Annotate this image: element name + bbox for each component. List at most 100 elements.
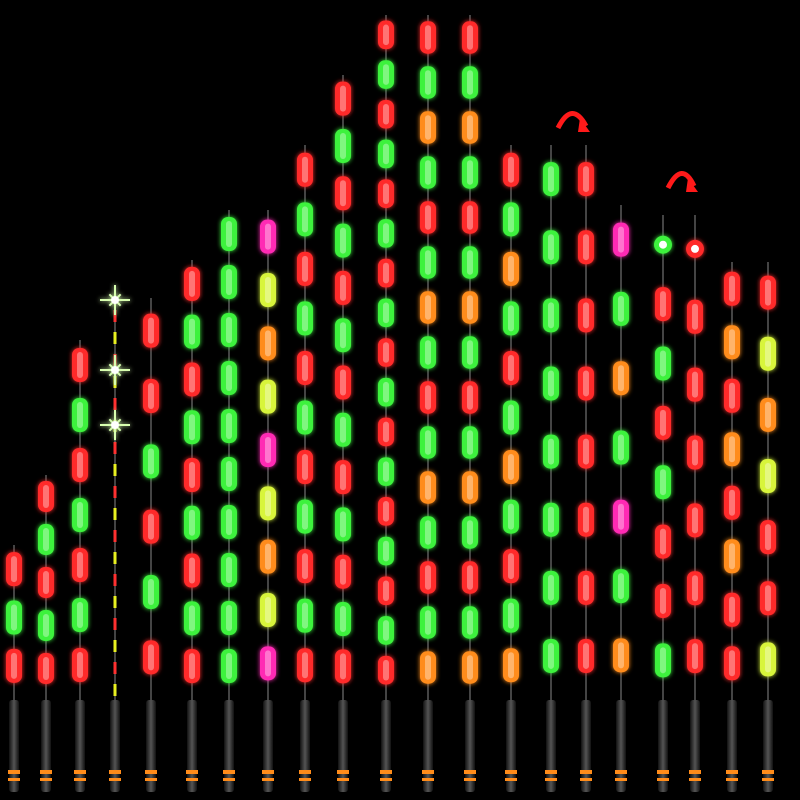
- float-highlight: [425, 160, 431, 185]
- float-highlight: [660, 409, 666, 436]
- float-segment: [578, 434, 594, 469]
- float-segment: [260, 486, 276, 521]
- float-segment: [72, 498, 88, 532]
- float-segment: [503, 450, 519, 485]
- float-highlight: [508, 454, 514, 481]
- float-segment: [420, 111, 436, 144]
- arrow-head: [686, 178, 698, 192]
- float-segment: [297, 251, 313, 286]
- float-highlight: [383, 262, 389, 284]
- float-segment: [503, 202, 519, 237]
- float-segment: [462, 381, 478, 414]
- handle-ring: [580, 770, 592, 774]
- float-segment: [378, 576, 394, 606]
- float-segment: [378, 457, 394, 486]
- float-highlight: [765, 524, 771, 551]
- float-segment: [543, 162, 559, 197]
- float-segment: [760, 642, 776, 677]
- float-segment: [420, 516, 436, 549]
- handle-ring: [422, 778, 434, 781]
- float-segment: [335, 176, 351, 211]
- float-highlight: [265, 330, 271, 357]
- float-highlight: [148, 317, 154, 344]
- handle-ring: [762, 770, 774, 774]
- float-segment: [260, 539, 276, 574]
- float-highlight: [77, 502, 83, 528]
- float-segment: [72, 398, 88, 432]
- float-segment: [655, 346, 671, 381]
- float-segment: [724, 539, 740, 574]
- float-highlight: [226, 509, 232, 535]
- float-highlight: [383, 620, 389, 641]
- float-segment: [503, 400, 519, 435]
- handle: [381, 700, 391, 792]
- float-highlight: [660, 587, 666, 614]
- float-highlight: [302, 652, 308, 679]
- float-segment: [760, 459, 776, 493]
- float-highlight: [302, 602, 308, 629]
- handle-ring: [762, 778, 774, 781]
- float-segment: [184, 410, 200, 445]
- float-segment: [297, 648, 313, 683]
- float-segment: [503, 152, 519, 187]
- float-highlight: [189, 509, 195, 536]
- float-highlight: [340, 274, 346, 301]
- float-highlight: [189, 653, 195, 680]
- float-highlight: [618, 573, 624, 600]
- float-highlight: [340, 558, 346, 585]
- float-highlight: [548, 574, 554, 601]
- float-segment: [221, 361, 237, 395]
- float-highlight: [226, 317, 232, 343]
- handle-ring: [464, 778, 476, 781]
- float-segment: [462, 21, 478, 54]
- float-highlight: [302, 404, 308, 431]
- float-segment: [335, 223, 351, 258]
- float-highlight: [508, 156, 514, 183]
- float-segment: [378, 417, 394, 447]
- float-highlight: [508, 206, 514, 233]
- float-highlight: [583, 370, 589, 397]
- float-segment: [143, 379, 159, 413]
- float-segment: [221, 505, 237, 539]
- float-highlight: [729, 543, 735, 570]
- float-segment: [221, 217, 237, 251]
- float-highlight: [425, 385, 431, 410]
- handle: [41, 700, 51, 792]
- float-highlight: [43, 528, 49, 551]
- float-segment: [378, 338, 394, 367]
- float-highlight: [11, 604, 17, 631]
- float-highlight: [765, 646, 771, 673]
- float-segment: [687, 571, 703, 606]
- float-highlight: [729, 329, 735, 356]
- handle-ring: [545, 770, 557, 774]
- float-segment: [578, 638, 594, 673]
- handle-ring: [40, 770, 52, 774]
- handle-ring: [74, 770, 86, 774]
- float-highlight: [425, 250, 431, 275]
- float-highlight: [583, 506, 589, 533]
- float-segment: [184, 266, 200, 301]
- float-highlight: [226, 413, 232, 439]
- float-highlight: [302, 354, 308, 381]
- float-segment: [378, 258, 394, 288]
- float-segment: [503, 549, 519, 584]
- handle: [187, 700, 197, 792]
- handle: [690, 700, 700, 792]
- float-highlight: [383, 501, 389, 522]
- float-segment: [613, 291, 629, 326]
- float-highlight: [618, 365, 624, 392]
- float-segment: [221, 649, 237, 683]
- float-segment: [687, 299, 703, 334]
- float-segment: [335, 602, 351, 637]
- float-segment: [335, 460, 351, 495]
- handle-ring: [109, 778, 121, 781]
- float-segment: [760, 397, 776, 432]
- float-highlight: [383, 223, 389, 244]
- float-segment: [578, 230, 594, 265]
- float-highlight: [548, 302, 554, 329]
- handle-ring: [262, 778, 274, 781]
- float-highlight: [340, 416, 346, 443]
- float-highlight: [467, 205, 473, 230]
- float-highlight: [425, 115, 431, 140]
